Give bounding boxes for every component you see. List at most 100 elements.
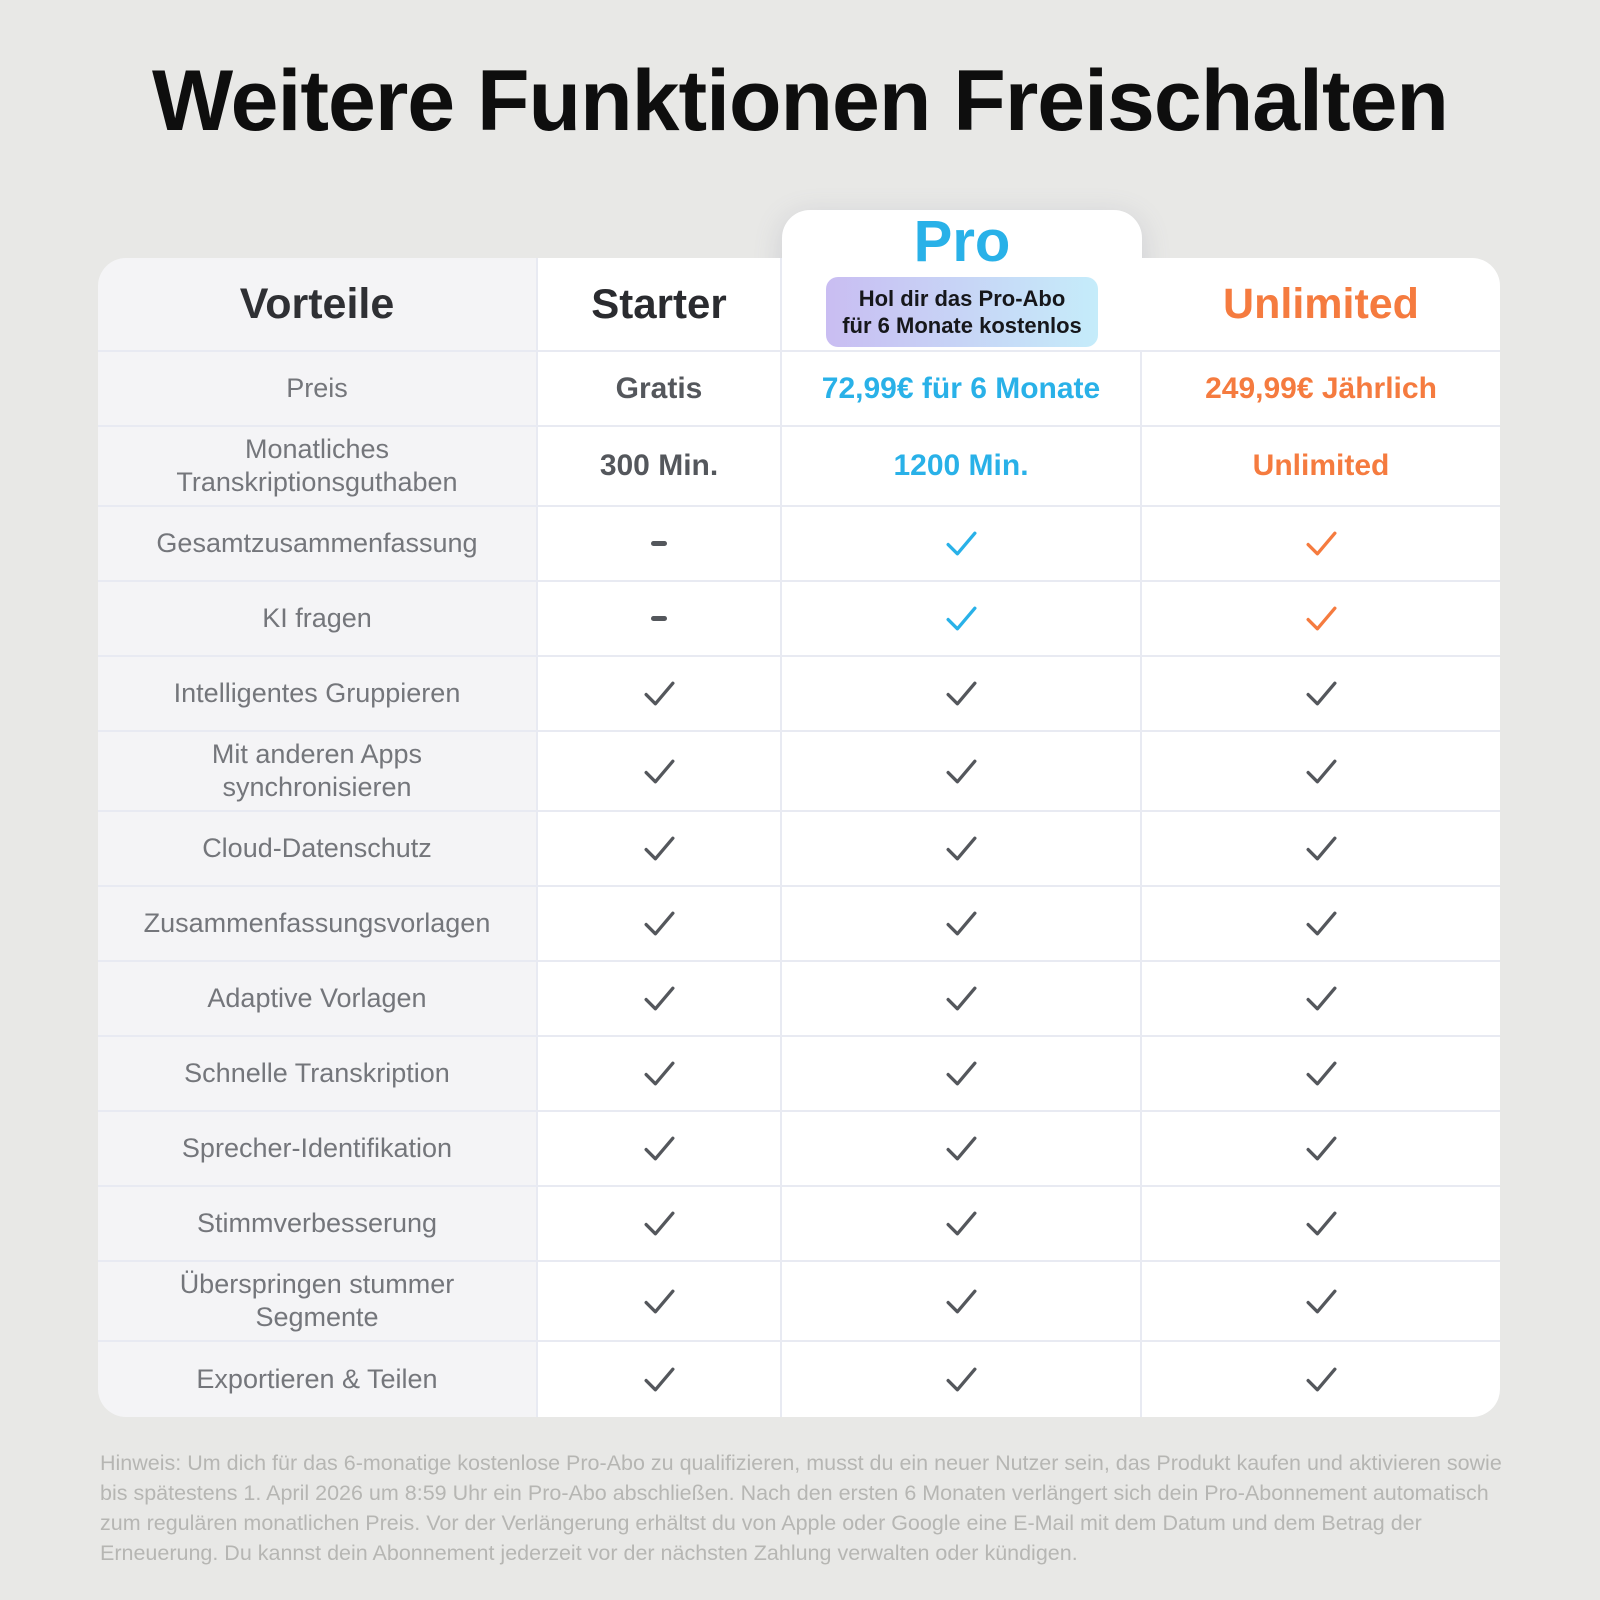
feature-label: Zusammenfassungsvorlagen: [98, 887, 538, 962]
check-icon: [1305, 1211, 1337, 1236]
starter-value-cell: [538, 582, 782, 657]
feature-label: Gesamtzusammenfassung: [98, 507, 538, 582]
page-title: Weitere Funktionen Freischalten: [152, 53, 1449, 149]
starter-value-cell: [538, 1037, 782, 1112]
feature-label: Mit anderen Apps synchronisieren: [98, 732, 538, 812]
check-icon: [945, 1211, 977, 1236]
feature-label: Intelligentes Gruppieren: [98, 657, 538, 732]
check-icon: [643, 1136, 675, 1161]
check-icon: [945, 1136, 977, 1161]
unlimited-header-cell: Unlimited: [1142, 258, 1500, 352]
check-icon: [945, 759, 977, 783]
unlimited-value-cell: [1142, 582, 1500, 657]
pro-value: 72,99€ für 6 Monate: [821, 371, 1101, 405]
starter-value: Gratis: [615, 371, 703, 405]
feature-label: Monatliches Transkriptionsguthaben: [98, 427, 538, 507]
check-icon: [945, 1289, 977, 1313]
pro-value-cell: [782, 962, 1142, 1037]
pro-value-cell: [782, 1342, 1142, 1417]
feature-label: KI fragen: [98, 582, 538, 657]
benefits-header-label: Vorteile: [239, 279, 395, 328]
pro-value-cell: [782, 1037, 1142, 1112]
starter-value-cell: [538, 1187, 782, 1262]
dash-icon: [651, 616, 667, 621]
check-icon: [643, 1211, 675, 1236]
unlimited-value-cell: [1142, 507, 1500, 582]
pro-value-cell: [782, 1112, 1142, 1187]
pro-value-cell: [782, 582, 1142, 657]
starter-value: 300 Min.: [599, 449, 719, 482]
starter-value-cell: [538, 1262, 782, 1342]
pro-value-cell: 1200 Min.: [782, 427, 1142, 507]
unlimited-value-cell: [1142, 1187, 1500, 1262]
unlimited-value-cell: 249,99€ Jährlich: [1142, 352, 1500, 427]
unlimited-value: Unlimited: [1252, 449, 1390, 482]
starter-value-cell: [538, 887, 782, 962]
check-icon: [1305, 1367, 1337, 1392]
check-icon: [1305, 681, 1337, 706]
check-icon: [643, 1289, 675, 1313]
check-icon: [1305, 759, 1337, 783]
check-icon: [945, 1367, 977, 1392]
check-icon: [945, 606, 977, 631]
check-icon: [1305, 986, 1337, 1011]
legal-footnote: Hinweis: Um dich für das 6-monatige kost…: [100, 1451, 1502, 1565]
check-icon: [643, 1367, 675, 1392]
check-icon: [945, 986, 977, 1011]
starter-header-label: Starter: [591, 280, 727, 327]
pro-value-cell: [782, 657, 1142, 732]
check-icon: [1305, 836, 1337, 861]
check-icon: [643, 681, 675, 706]
unlimited-value-cell: Unlimited: [1142, 427, 1500, 507]
unlimited-value-cell: [1142, 962, 1500, 1037]
starter-value-cell: [538, 657, 782, 732]
starter-value-cell: [538, 812, 782, 887]
unlimited-value-cell: [1142, 1037, 1500, 1112]
unlimited-value-cell: [1142, 732, 1500, 812]
feature-label: Preis: [98, 352, 538, 427]
dash-icon: [651, 541, 667, 546]
pro-badge-line1: Hol dir das Pro-Abo: [858, 286, 1066, 311]
unlimited-value-cell: [1142, 1112, 1500, 1187]
feature-label: Schnelle Transkription: [98, 1037, 538, 1112]
unlimited-value-cell: [1142, 812, 1500, 887]
check-icon: [945, 531, 977, 556]
check-icon: [945, 1061, 977, 1086]
check-icon: [643, 911, 675, 936]
pro-promo-badge: Hol dir das Pro-Abo für 6 Monate kostenl…: [826, 277, 1098, 347]
feature-label: Adaptive Vorlagen: [98, 962, 538, 1037]
pro-header-cell: Pro Hol dir das Pro-Abo für 6 Monate kos…: [782, 211, 1142, 352]
feature-label: Überspringen stummer Segmente: [98, 1262, 538, 1342]
starter-value-cell: 300 Min.: [538, 427, 782, 507]
check-icon: [945, 681, 977, 706]
feature-label: Cloud-Datenschutz: [98, 812, 538, 887]
pro-plan-title: Pro: [913, 209, 1011, 274]
pro-value-cell: [782, 507, 1142, 582]
pro-value-cell: 72,99€ für 6 Monate: [782, 352, 1142, 427]
check-icon: [1305, 1136, 1337, 1161]
pro-value: 1200 Min.: [893, 449, 1029, 482]
pro-value-cell: [782, 732, 1142, 812]
check-icon: [643, 836, 675, 861]
starter-value-cell: [538, 732, 782, 812]
pro-badge-line2: für 6 Monate kostenlos: [842, 313, 1082, 338]
pricing-table: Vorteile Starter Pro Hol dir das Pro-Abo…: [98, 210, 1500, 1417]
feature-label: Exportieren & Teilen: [98, 1342, 538, 1417]
check-icon: [945, 836, 977, 861]
check-icon: [1305, 531, 1337, 556]
unlimited-value-cell: [1142, 657, 1500, 732]
benefits-header-cell: Vorteile: [98, 258, 538, 352]
check-icon: [643, 759, 675, 783]
check-icon: [1305, 1289, 1337, 1313]
pro-value-cell: [782, 1262, 1142, 1342]
check-icon: [1305, 1061, 1337, 1086]
unlimited-value-cell: [1142, 887, 1500, 962]
check-icon: [1305, 606, 1337, 631]
starter-header-cell: Starter: [538, 258, 782, 352]
pro-value-cell: [782, 1187, 1142, 1262]
feature-label: Stimmverbesserung: [98, 1187, 538, 1262]
unlimited-value: 249,99€ Jährlich: [1205, 371, 1437, 405]
starter-value-cell: Gratis: [538, 352, 782, 427]
starter-value-cell: [538, 507, 782, 582]
